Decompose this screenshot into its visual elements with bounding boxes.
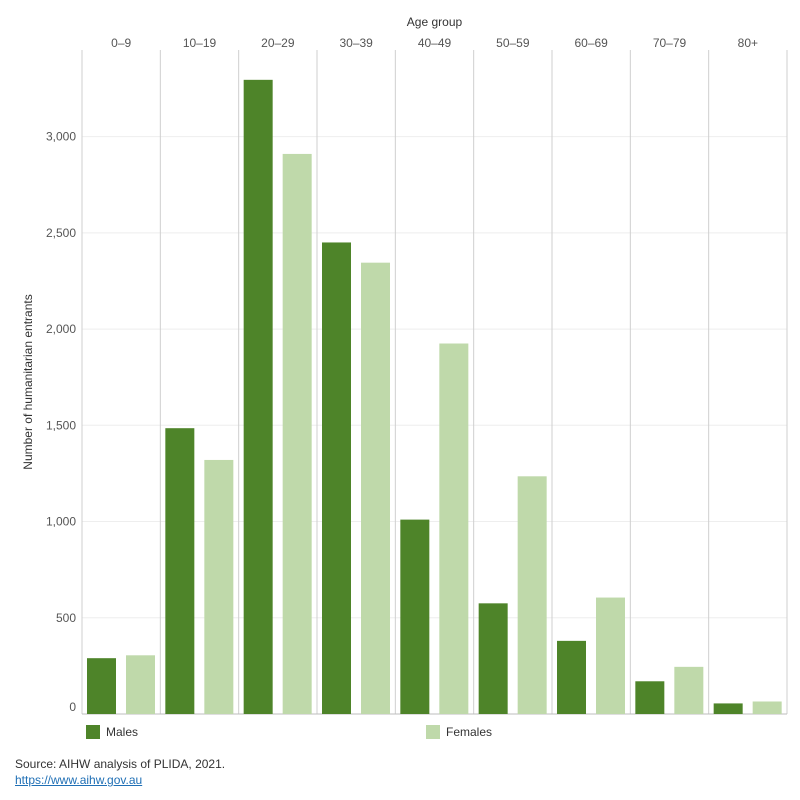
y-axis-ticks: 0 500 1,000 1,500 2,000 2,500 3,000 [46,130,76,714]
x-tick-label: 60–69 [574,36,608,50]
x-tick-label: 50–59 [496,36,530,50]
bar-males-3[interactable] [322,242,351,714]
y-tick-label: 3,000 [46,130,76,144]
bar-males-1[interactable] [165,428,195,714]
bar-females-8[interactable] [752,701,782,714]
legend-swatch-females [426,725,440,739]
source-text: Source: AIHW analysis of PLIDA, 2021. [15,757,226,771]
x-tick-label: 10–19 [183,36,217,50]
bar-females-5[interactable] [517,476,547,714]
source-note: Source: AIHW analysis of PLIDA, 2021. ht… [15,756,225,788]
bar-males-8[interactable] [713,703,743,714]
bar-males-2[interactable] [243,79,273,714]
legend-item-females[interactable]: Females [426,725,492,739]
gridlines [81,50,788,715]
y-tick-label: 1,500 [46,418,76,432]
bar-females-1[interactable] [204,459,234,714]
bars [87,79,782,715]
y-tick-label: 2,500 [46,226,76,240]
bar-females-4[interactable] [439,343,469,714]
x-tick-label: 80+ [738,36,758,50]
y-axis-title: Number of humanitarian entrants [21,294,35,469]
bar-males-7[interactable] [635,681,665,714]
bar-males-5[interactable] [478,603,508,714]
x-axis-title: Age group [407,15,463,29]
bar-females-2[interactable] [282,153,312,715]
bar-females-0[interactable] [126,655,155,714]
legend-swatch-males [86,725,100,739]
legend-label-males: Males [106,725,139,739]
x-axis-ticks: 0–9 10–19 20–29 30–39 40–49 50–59 60–69 70–79 80… [111,36,758,50]
source-link[interactable]: https://www.aihw.gov.au [15,773,143,787]
y-tick-label: 2,000 [46,322,76,336]
x-tick-label: 40–49 [418,36,452,50]
y-tick-label: 500 [56,611,76,625]
legend-item-males[interactable]: Males [86,725,138,739]
x-tick-label: 20–29 [261,36,295,50]
x-tick-label: 0–9 [111,36,131,50]
bar-males-6[interactable] [557,640,586,714]
legend: Males Females [86,725,786,743]
y-tick-label: 0 [69,700,76,714]
bar-females-6[interactable] [596,597,625,714]
legend-label-females: Females [446,725,493,739]
bar-females-3[interactable] [361,262,390,714]
x-tick-label: 30–39 [339,36,373,50]
y-tick-label: 1,000 [46,515,76,529]
bar-males-0[interactable] [87,658,116,714]
bar-females-7[interactable] [674,666,704,714]
bar-males-4[interactable] [400,519,430,714]
x-tick-label: 70–79 [653,36,687,50]
